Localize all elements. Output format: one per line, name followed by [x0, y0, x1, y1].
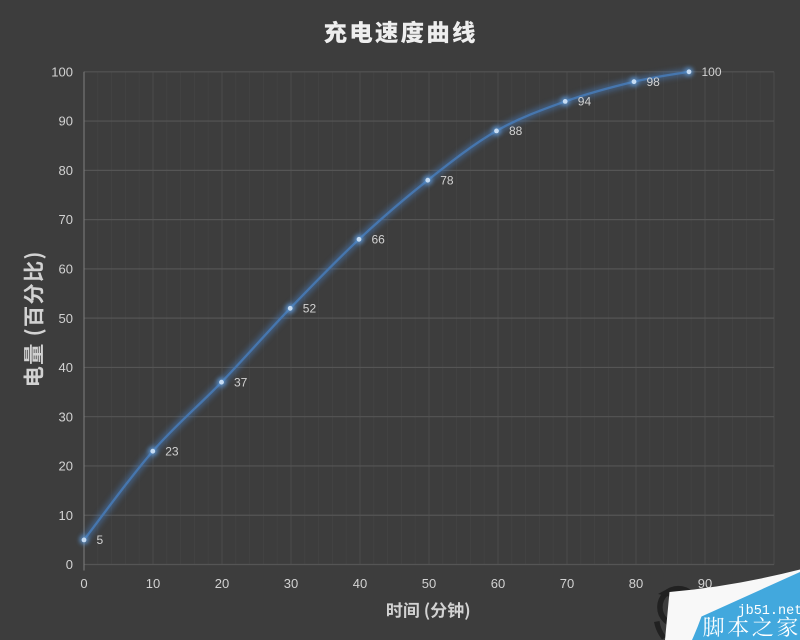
- svg-text:10: 10: [59, 508, 73, 523]
- svg-text:80: 80: [629, 576, 643, 591]
- svg-text:60: 60: [59, 262, 73, 277]
- svg-text:60: 60: [491, 576, 505, 591]
- svg-text:0: 0: [66, 557, 73, 572]
- svg-text:40: 40: [59, 360, 73, 375]
- svg-text:jb51.net: jb51.net: [738, 604, 800, 619]
- svg-text:50: 50: [422, 576, 436, 591]
- svg-text:94: 94: [578, 95, 592, 109]
- svg-text:30: 30: [59, 409, 73, 424]
- svg-text:98: 98: [647, 75, 661, 89]
- svg-text:70: 70: [59, 212, 73, 227]
- svg-text:66: 66: [372, 233, 386, 247]
- svg-text:90: 90: [59, 114, 73, 129]
- svg-text:100: 100: [702, 65, 722, 79]
- svg-text:10: 10: [146, 576, 160, 591]
- svg-text:52: 52: [303, 302, 317, 316]
- svg-text:50: 50: [59, 311, 73, 326]
- svg-text:80: 80: [59, 163, 73, 178]
- svg-text:23: 23: [165, 444, 179, 458]
- svg-text:37: 37: [234, 375, 248, 389]
- svg-text:20: 20: [59, 459, 73, 474]
- svg-text:20: 20: [215, 576, 229, 591]
- svg-text:30: 30: [284, 576, 298, 591]
- svg-text:78: 78: [440, 173, 454, 187]
- svg-text:40: 40: [353, 576, 367, 591]
- svg-text:100: 100: [51, 64, 73, 79]
- svg-text:90: 90: [698, 576, 712, 591]
- svg-text:88: 88: [509, 124, 523, 138]
- svg-text:5: 5: [97, 533, 104, 547]
- svg-text:70: 70: [560, 576, 574, 591]
- svg-text:0: 0: [80, 576, 87, 591]
